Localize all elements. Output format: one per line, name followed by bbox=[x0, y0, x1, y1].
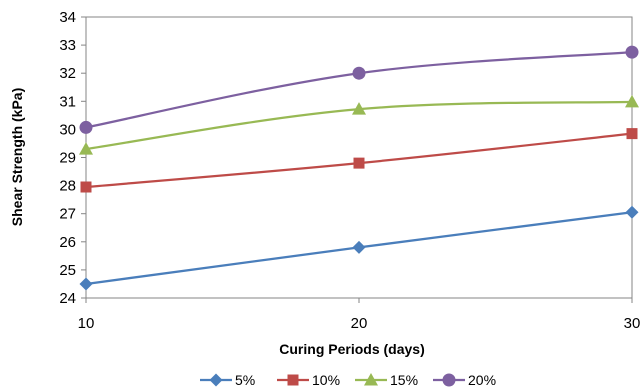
y-tick-label: 24 bbox=[59, 290, 76, 307]
x-axis-title: Curing Periods (days) bbox=[279, 341, 424, 357]
legend: 5% 10% 15% 20% bbox=[200, 372, 496, 388]
series-10pct-point bbox=[80, 181, 92, 193]
legend-15pct-label: 15% bbox=[390, 372, 418, 388]
series-15pct-point bbox=[352, 102, 366, 115]
series-15pct bbox=[79, 94, 639, 155]
y-tick-label: 29 bbox=[59, 150, 76, 167]
y-tick-label: 27 bbox=[59, 206, 76, 223]
x-tick-label: 10 bbox=[78, 315, 95, 332]
legend-20pct-label: 20% bbox=[468, 372, 496, 388]
y-tick-label: 34 bbox=[59, 9, 76, 26]
series-20pct-line bbox=[85, 51, 633, 129]
series-20pct-point bbox=[79, 120, 93, 134]
legend-10pct: 10% bbox=[277, 372, 340, 388]
plot-area bbox=[85, 16, 633, 299]
legend-20pct-marker bbox=[442, 373, 456, 387]
series-5pct bbox=[79, 205, 639, 291]
plot-frame bbox=[85, 16, 633, 299]
series-5pct-point bbox=[79, 277, 93, 291]
series-20pct-point bbox=[625, 45, 639, 59]
series-layer bbox=[79, 45, 639, 291]
series-10pct-point bbox=[626, 128, 638, 140]
y-tick-label: 25 bbox=[59, 262, 76, 279]
y-axis-ticks: 24 25 26 27 28 29 30 31 32 33 34 bbox=[59, 9, 86, 307]
legend-10pct-marker bbox=[287, 374, 299, 386]
series-15pct-point bbox=[625, 94, 639, 108]
series-10pct-point bbox=[353, 157, 365, 169]
x-tick-label: 20 bbox=[351, 315, 368, 332]
x-axis-ticks: 10 20 30 bbox=[78, 298, 641, 332]
legend-5pct-marker bbox=[209, 373, 223, 387]
y-tick-label: 28 bbox=[59, 178, 76, 195]
series-20pct bbox=[79, 45, 639, 134]
y-tick-label: 32 bbox=[59, 65, 76, 82]
series-10pct bbox=[80, 128, 638, 193]
y-tick-label: 30 bbox=[59, 121, 76, 138]
y-axis-title: Shear Strength (kPa) bbox=[9, 88, 25, 226]
y-tick-label: 33 bbox=[59, 37, 76, 54]
x-tick-label: 30 bbox=[624, 315, 641, 332]
legend-10pct-label: 10% bbox=[312, 372, 340, 388]
series-5pct-point bbox=[625, 205, 639, 219]
series-5pct-point bbox=[352, 240, 366, 254]
legend-15pct-marker bbox=[364, 373, 378, 386]
y-tick-label: 26 bbox=[59, 234, 76, 251]
y-tick-label: 31 bbox=[59, 93, 76, 110]
legend-20pct: 20% bbox=[433, 372, 496, 388]
series-20pct-point bbox=[352, 66, 366, 80]
legend-15pct: 15% bbox=[355, 372, 418, 388]
legend-5pct-label: 5% bbox=[235, 372, 255, 388]
series-15pct-point bbox=[79, 142, 93, 155]
legend-5pct: 5% bbox=[200, 372, 255, 388]
